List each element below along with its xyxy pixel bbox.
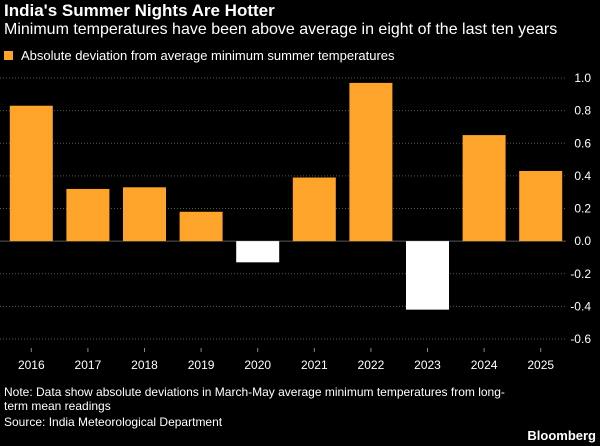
y-tick-label: -0.6 <box>570 332 591 346</box>
bar <box>519 170 563 242</box>
y-tick-label: -0.2 <box>570 267 591 281</box>
y-tick-label: 1.0 <box>574 71 591 85</box>
x-tick-label: 2020 <box>244 358 271 372</box>
brand-logo: Bloomberg <box>527 428 596 443</box>
y-tick-label: 0.4 <box>574 169 591 183</box>
legend: Absolute deviation from average minimum … <box>4 48 395 63</box>
chart-subtitle: Minimum temperatures have been above ave… <box>4 21 558 38</box>
bars <box>9 82 563 310</box>
x-tick-label: 2019 <box>188 358 215 372</box>
x-tick-label: 2022 <box>358 358 385 372</box>
y-tick-label: 0.6 <box>574 136 591 150</box>
chart-note: Note: Data show absolute deviations in M… <box>4 385 505 413</box>
legend-swatch <box>4 51 13 60</box>
bar <box>123 187 166 242</box>
bar <box>406 241 449 310</box>
y-axis-ticks: 1.0 0.8 0.6 0.4 0.2 0.0 -0.2 -0.4 -0.6 <box>570 71 591 346</box>
x-tick-label: 2016 <box>18 358 45 372</box>
x-tick-label: 2024 <box>471 358 498 372</box>
chart-title: India's Summer Nights Are Hotter <box>4 1 275 20</box>
x-tick-label: 2025 <box>527 358 554 372</box>
bar <box>179 211 223 242</box>
bar <box>462 135 506 242</box>
y-tick-label: 0.0 <box>574 234 591 248</box>
bar <box>66 188 110 242</box>
bar <box>349 82 393 242</box>
y-tick-label: -0.4 <box>570 299 591 313</box>
x-tick-label: 2021 <box>301 358 328 372</box>
bar <box>292 177 336 242</box>
bar <box>9 105 53 242</box>
x-axis-ticks: 2016 2017 2018 2019 2020 2021 2022 2023 2024 2025 <box>18 348 554 372</box>
chart-source: Source: India Meteorological Department <box>4 415 223 429</box>
y-tick-label: 0.8 <box>574 104 591 118</box>
x-tick-label: 2017 <box>75 358 102 372</box>
legend-label: Absolute deviation from average minimum … <box>21 48 395 63</box>
x-tick-label: 2018 <box>131 358 158 372</box>
bar <box>236 241 280 263</box>
x-tick-label: 2023 <box>414 358 441 372</box>
y-tick-label: 0.2 <box>574 202 591 216</box>
